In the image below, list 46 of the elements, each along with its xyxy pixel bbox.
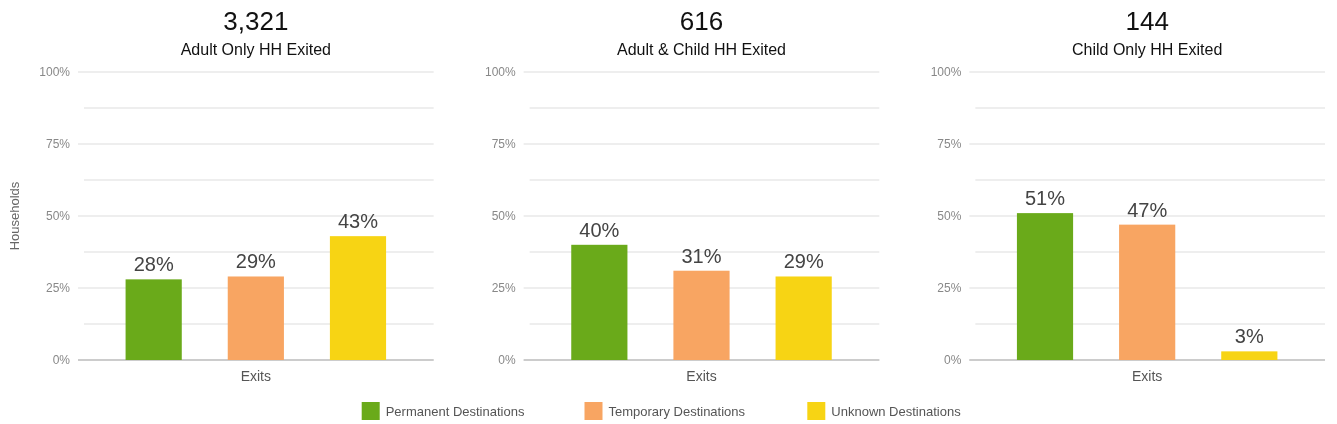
data-label: 51% (1024, 187, 1066, 210)
chart-title: 144 (1125, 6, 1169, 36)
y-tick-label: 100% (930, 65, 962, 80)
chart-subtitle: Adult Only HH Exited (180, 41, 331, 58)
y-tick-label: 75% (937, 137, 962, 152)
bar (1119, 224, 1176, 360)
data-label: 29% (783, 250, 824, 273)
legend-label: Permanent Destinations (385, 403, 525, 419)
y-tick-label: 75% (491, 137, 516, 152)
y-tick-label: 0% (943, 353, 962, 368)
legend-label: Unknown Destinations (831, 403, 962, 419)
data-label: 3% (1234, 325, 1264, 348)
y-axis-title: Households (7, 181, 22, 251)
x-tick-label: Exits (1131, 368, 1163, 384)
bar (125, 279, 182, 360)
bar (329, 236, 387, 360)
legend-label: Temporary Destinations (608, 403, 746, 419)
data-label: 43% (337, 210, 379, 233)
bar (1016, 213, 1074, 360)
y-tick-label: 75% (45, 137, 71, 152)
data-label: 40% (579, 218, 620, 241)
data-label: 47% (1127, 198, 1168, 221)
y-tick-label: 50% (937, 209, 962, 224)
chart-subtitle: Child Only HH Exited (1072, 41, 1223, 58)
bar (775, 276, 832, 360)
bar (673, 270, 730, 360)
y-tick-label: 100% (39, 65, 71, 80)
bar (571, 244, 628, 360)
x-tick-label: Exits (240, 368, 272, 384)
y-tick-label: 100% (484, 65, 516, 80)
bar (1221, 351, 1278, 360)
data-label: 29% (235, 250, 277, 273)
y-tick-label: 25% (937, 281, 962, 296)
y-tick-label: 0% (498, 353, 516, 368)
data-label: 31% (681, 244, 722, 267)
chart-subtitle: Adult & Child HH Exited (617, 41, 786, 58)
data-label: 28% (133, 253, 174, 276)
y-tick-label: 25% (45, 281, 71, 296)
x-tick-label: Exits (686, 368, 717, 384)
y-tick-label: 50% (45, 209, 71, 224)
bar (227, 276, 284, 360)
y-tick-label: 0% (52, 353, 71, 368)
y-tick-label: 25% (491, 281, 516, 296)
y-tick-label: 50% (491, 209, 516, 224)
chart-title: 616 (679, 6, 724, 36)
chart-title: 3,321 (223, 6, 289, 36)
